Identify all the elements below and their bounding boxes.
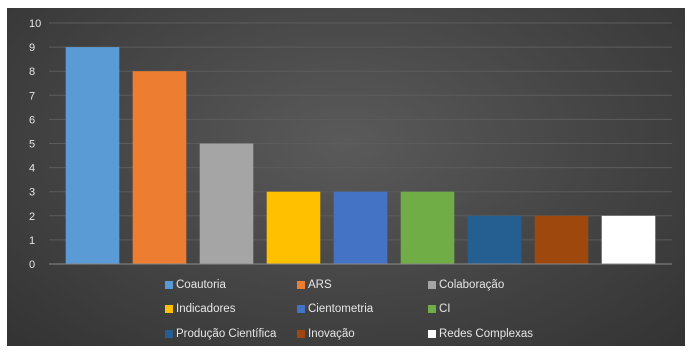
y-tick-label: 2 bbox=[29, 211, 35, 223]
y-tick-label: 4 bbox=[29, 163, 35, 175]
y-tick-label: 1 bbox=[29, 235, 35, 247]
y-tick-label: 10 bbox=[29, 18, 41, 30]
bars bbox=[65, 47, 656, 264]
y-axis-tick-labels: 0 1 2 3 4 5 6 7 8 9 10 bbox=[29, 18, 41, 271]
y-tick-label: 6 bbox=[29, 114, 35, 126]
y-tick-label: 9 bbox=[29, 42, 35, 54]
bar-cientometria bbox=[333, 191, 388, 264]
y-tick-label: 7 bbox=[29, 90, 35, 102]
bar-chart: 0 1 2 3 4 5 6 7 8 9 10 bbox=[29, 18, 672, 271]
y-tick-label: 0 bbox=[29, 259, 35, 271]
y-tick-label: 8 bbox=[29, 66, 35, 78]
bar-redes-complexas bbox=[601, 215, 656, 264]
bar-colaboracao bbox=[199, 143, 254, 264]
y-tick-label: 5 bbox=[29, 139, 35, 151]
bar-coautoria bbox=[65, 47, 120, 264]
bar-ars bbox=[132, 71, 187, 264]
bar-producao-cientifica bbox=[467, 215, 522, 264]
chart-frame: 0 1 2 3 4 5 6 7 8 9 10 Coautoria ARS Colaboração Indi… bbox=[7, 8, 685, 346]
bar-indicadores bbox=[266, 191, 321, 264]
y-tick-label: 3 bbox=[29, 187, 35, 199]
bar-inovacao bbox=[534, 215, 589, 264]
bar-ci bbox=[400, 191, 455, 264]
